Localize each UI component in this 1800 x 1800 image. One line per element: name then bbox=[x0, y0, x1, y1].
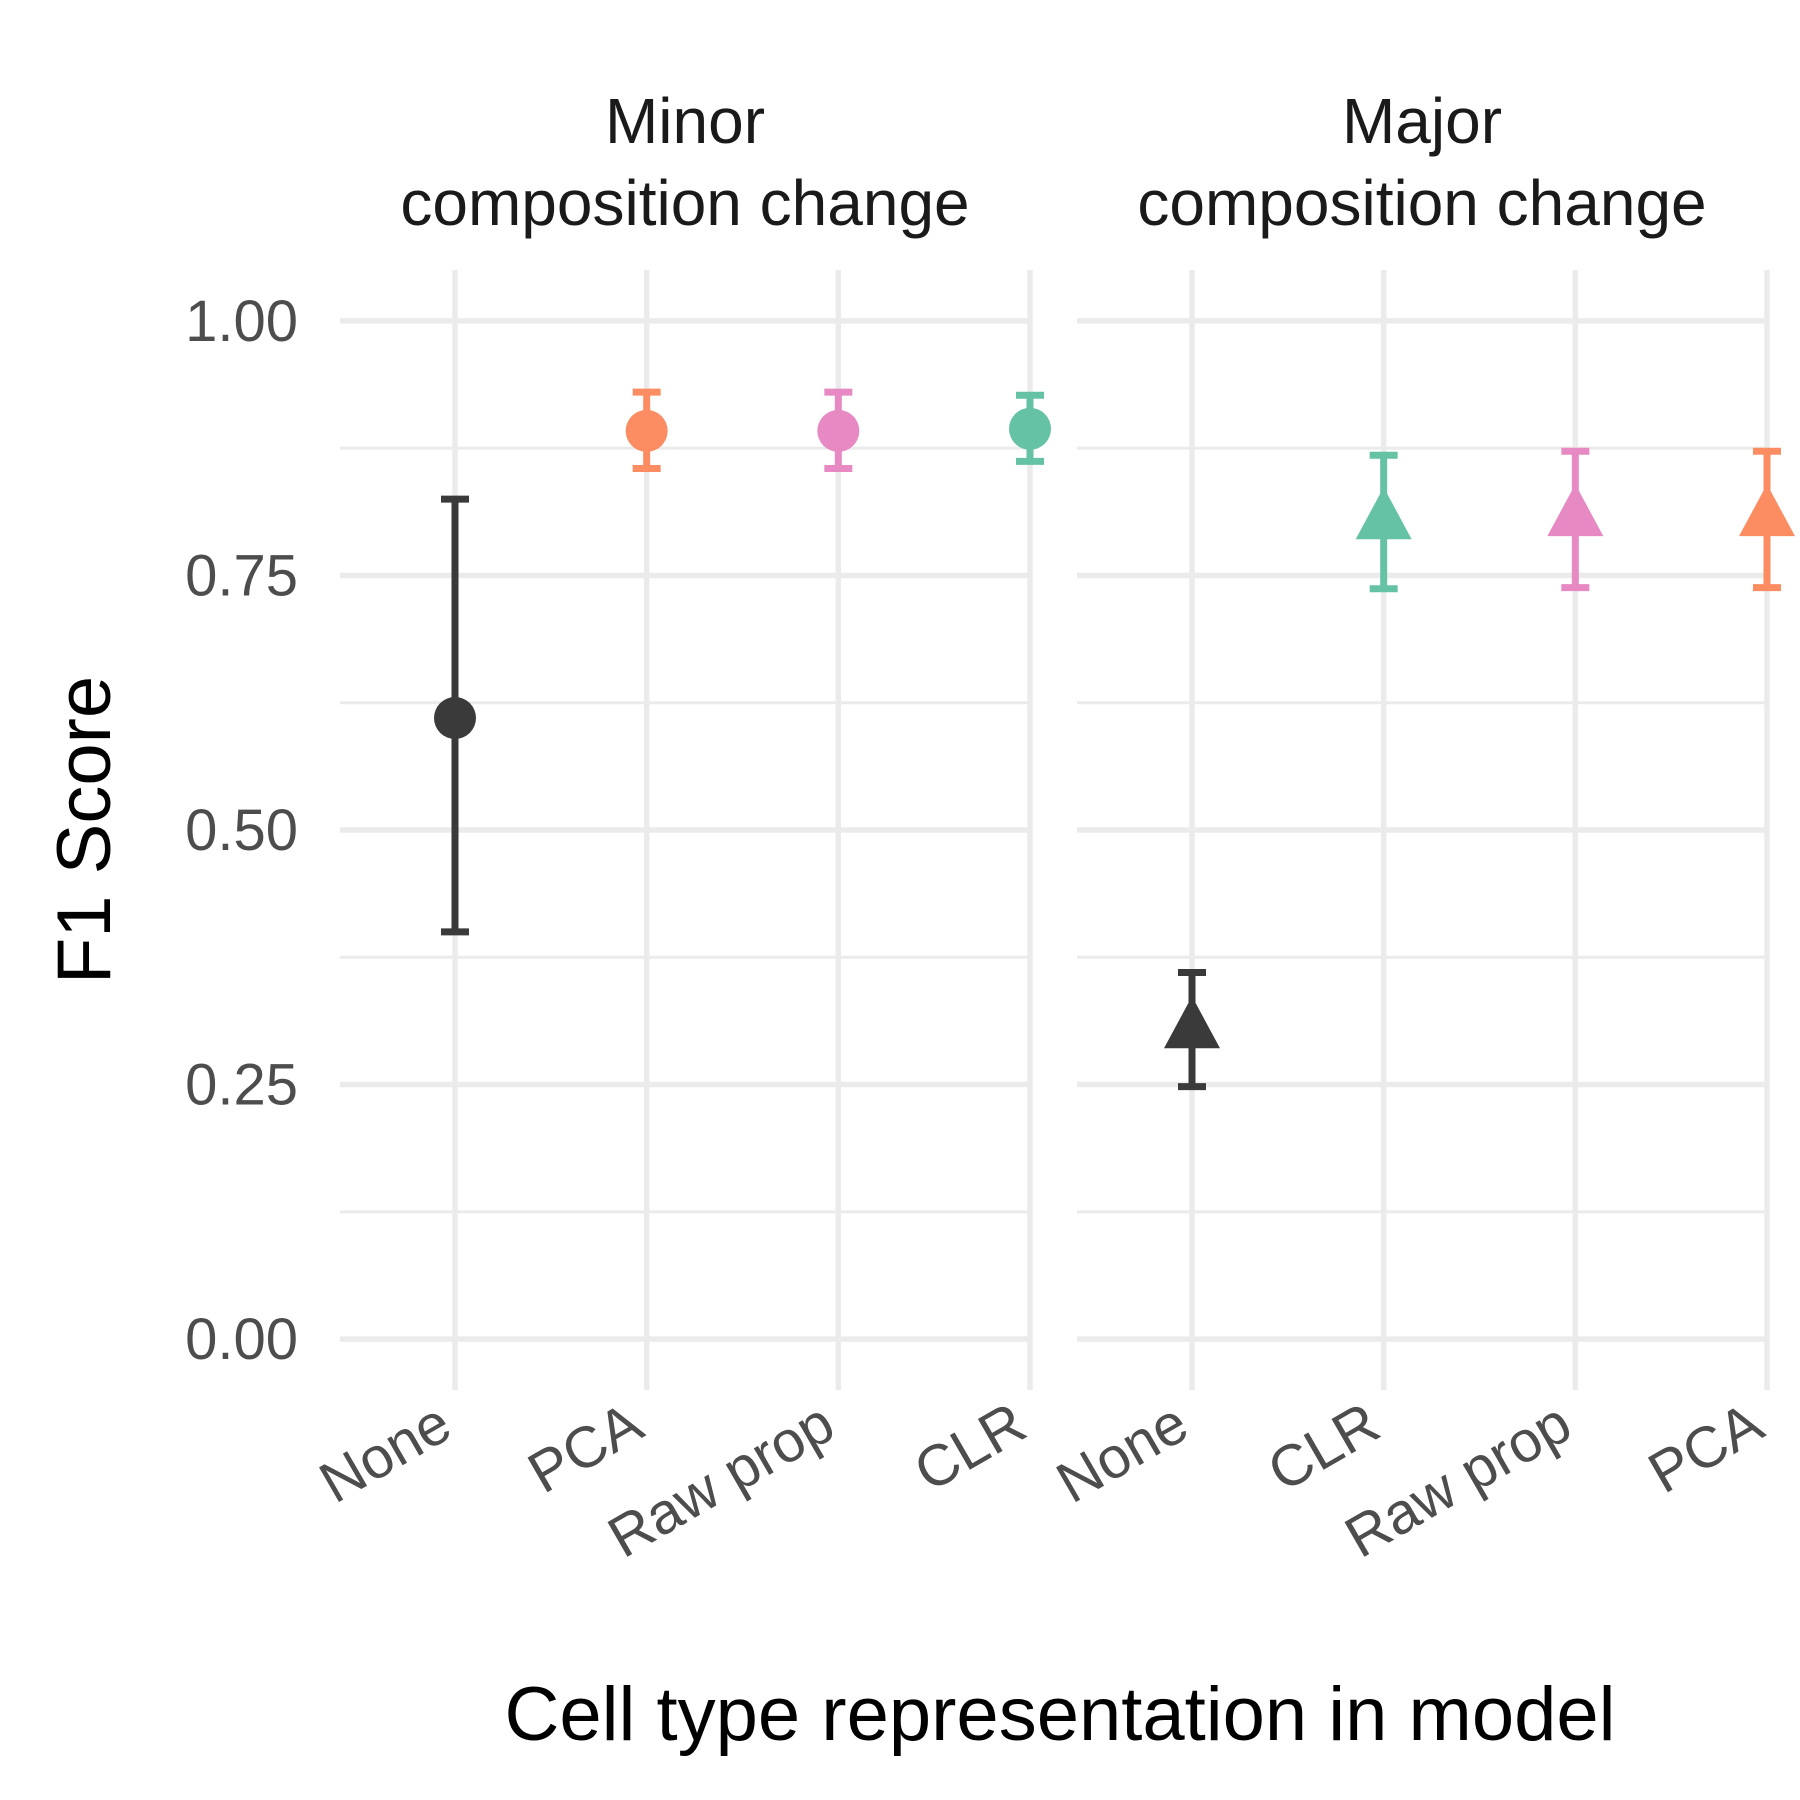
data-point bbox=[434, 697, 476, 739]
x-tick-label: None bbox=[1046, 1390, 1199, 1516]
y-tick-label: 0.75 bbox=[185, 543, 298, 608]
panel-strip-title: Major bbox=[1342, 85, 1502, 157]
data-point bbox=[1739, 484, 1795, 537]
x-tick-label: CLR bbox=[904, 1390, 1037, 1504]
data-point bbox=[625, 409, 668, 452]
x-tick-label: PCA bbox=[1638, 1390, 1774, 1506]
data-point bbox=[1355, 487, 1412, 540]
panel-strip-title: Minor bbox=[605, 85, 765, 157]
y-tick-label: 0.25 bbox=[185, 1053, 298, 1118]
y-axis-ticks: 0.00 0.25 0.50 0.75 1.00 bbox=[185, 289, 298, 1372]
y-tick-label: 1.00 bbox=[185, 289, 298, 354]
x-tick-label: CLR bbox=[1257, 1390, 1390, 1504]
data-point bbox=[1164, 996, 1220, 1049]
data-point bbox=[1009, 407, 1051, 450]
panel-strip-title: composition change bbox=[400, 167, 969, 239]
x-tick-label: PCA bbox=[517, 1390, 653, 1506]
data-point bbox=[817, 409, 860, 452]
data-point bbox=[1547, 484, 1604, 537]
x-axis-title: Cell type representation in model bbox=[504, 1672, 1615, 1757]
y-axis-title: F1 Score bbox=[42, 676, 127, 984]
y-tick-label: 0.00 bbox=[185, 1307, 298, 1372]
panel-strip-title: composition change bbox=[1137, 167, 1706, 239]
y-tick-label: 0.50 bbox=[185, 798, 298, 863]
x-tick-label: None bbox=[309, 1390, 462, 1516]
